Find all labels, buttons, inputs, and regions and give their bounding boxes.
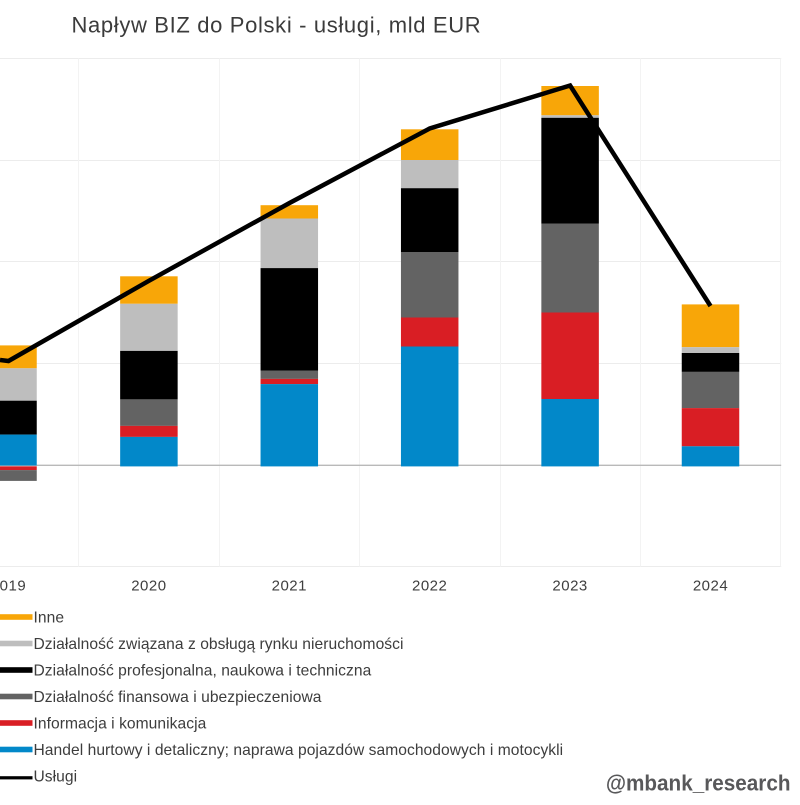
svg-text:2024: 2024	[693, 577, 728, 594]
svg-text:2023: 2023	[552, 577, 587, 594]
svg-text:Działalność finansowa i ubezpi: Działalność finansowa i ubezpieczeniowa	[34, 689, 322, 706]
svg-text:2019: 2019	[0, 577, 26, 594]
svg-text:Inne: Inne	[34, 609, 65, 626]
svg-text:@mbank_research: @mbank_research	[606, 769, 791, 795]
svg-text:2020: 2020	[131, 577, 166, 594]
svg-text:2022: 2022	[412, 577, 447, 594]
svg-text:Usługi: Usługi	[34, 769, 78, 786]
svg-text:Informacja i komunikacja: Informacja i komunikacja	[34, 715, 207, 732]
svg-text:2021: 2021	[272, 577, 307, 594]
svg-text:Działalność związana z obsługą: Działalność związana z obsługą rynku nie…	[34, 636, 404, 653]
svg-text:Napływ BIZ do Polski - usługi,: Napływ BIZ do Polski - usługi, mld EUR	[72, 13, 482, 38]
svg-text:Handel hurtowy i detaliczny; n: Handel hurtowy i detaliczny; naprawa poj…	[34, 742, 564, 759]
svg-text:Działalność profesjonalna, nau: Działalność profesjonalna, naukowa i tec…	[34, 662, 372, 679]
